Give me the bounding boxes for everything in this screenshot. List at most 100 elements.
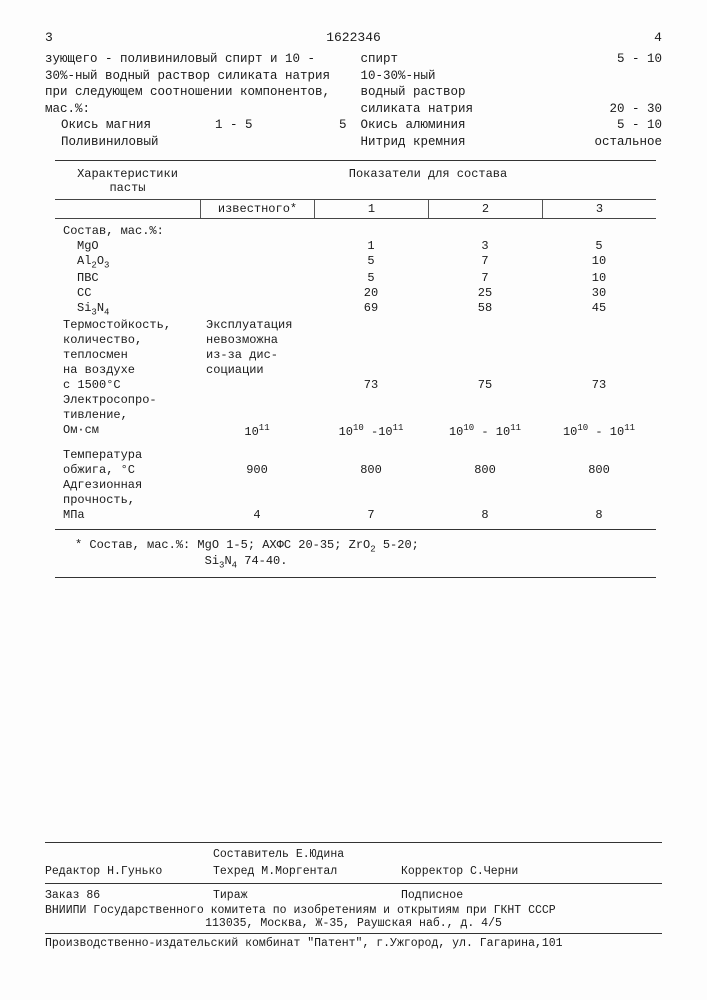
thermo-known-l4: социации xyxy=(200,363,319,377)
row-label: СС xyxy=(55,286,200,300)
table-row: на воздухе социации xyxy=(55,363,656,378)
cell: 900 xyxy=(200,463,314,477)
pct-line: 10-30%-ный xyxy=(361,68,663,85)
vniipi-line: ВНИИПИ Государственного комитета по изоб… xyxy=(45,904,662,917)
cell: 73 xyxy=(314,378,428,392)
solution-line: водный раствор xyxy=(361,84,663,101)
pva-label: Поливиниловый xyxy=(45,134,347,151)
er-l1: Электросопро- xyxy=(55,393,200,407)
thermo-l5: с 1500°С xyxy=(55,378,200,392)
alox-label: Окись алюминия xyxy=(361,117,466,134)
cell: 58 xyxy=(428,301,542,317)
tob-l2: обжига, °С xyxy=(55,463,200,477)
subscription: Подписное xyxy=(401,889,463,902)
adh-l1: Адгезионная xyxy=(55,478,200,492)
table-row: прочность, xyxy=(55,493,656,508)
table-row: Температура xyxy=(55,448,656,463)
hdr-indicators: Показатели для состава xyxy=(200,165,656,197)
subhdr-1: 1 xyxy=(314,200,428,218)
table-row: Электросопро- xyxy=(55,393,656,408)
cell: 7 xyxy=(314,508,428,522)
cell: 5 xyxy=(542,239,656,253)
subhdr-3: 3 xyxy=(542,200,656,218)
mgox-line: Окись магния 1 - 5 5 xyxy=(45,117,347,134)
cell xyxy=(200,301,314,317)
cell: 1 xyxy=(314,239,428,253)
extra-5: 5 xyxy=(317,117,347,134)
footer-row: Составитель Е.Юдина xyxy=(45,846,662,863)
subhdr-2: 2 xyxy=(428,200,542,218)
row-label: Состав, мас.%: xyxy=(55,224,200,238)
table-row: тивление, xyxy=(55,408,656,423)
sinitride-label: Нитрид кремния xyxy=(361,134,466,151)
cell: 4 xyxy=(200,508,314,522)
spirt-line: спирт 5 - 10 xyxy=(361,51,663,68)
colophon-footer: Составитель Е.Юдина Редактор Н.Гунько Те… xyxy=(45,839,662,950)
cell: 1010 -1011 xyxy=(314,423,428,439)
alox-line: Окись алюминия 5 - 10 xyxy=(361,117,663,134)
thermo-l4: на воздухе xyxy=(55,363,200,377)
table-footnote: * Состав, мас.%: MgO 1-5; АХФС 20-35; Zr… xyxy=(55,536,656,578)
cell xyxy=(200,254,314,270)
thermo-known-l1: Эксплуатация xyxy=(200,318,319,332)
cell xyxy=(200,239,314,253)
sinitride-val: остальное xyxy=(594,134,662,151)
cell: 3 xyxy=(428,239,542,253)
table-row: теплосмен из-за дис- xyxy=(55,348,656,363)
er-l3: Ом·см xyxy=(55,423,200,439)
row-label: ПВС xyxy=(55,271,200,285)
cell: 69 xyxy=(314,301,428,317)
table-row: СС 20 25 30 xyxy=(55,285,656,300)
table-row: обжига, °С 900 800 800 800 xyxy=(55,463,656,478)
tech-editor: Техред М.Моргентал xyxy=(213,865,383,878)
cell: 10 xyxy=(542,254,656,270)
silicate-label: силиката натрия xyxy=(361,101,474,118)
table-row: Si3N4 69 58 45 xyxy=(55,300,656,317)
cell xyxy=(200,286,314,300)
mgox-value: 1 - 5 xyxy=(215,117,253,134)
alox-val: 5 - 10 xyxy=(617,117,662,134)
table-row: ПВС 5 7 10 xyxy=(55,270,656,285)
cell: 8 xyxy=(428,508,542,522)
cell: 20 xyxy=(314,286,428,300)
cell: 73 xyxy=(542,378,656,392)
left-column: зующего - поливиниловый спирт и 10 - 30%… xyxy=(45,51,347,150)
thermo-known-l2: невозможна xyxy=(200,333,319,347)
cell: 800 xyxy=(428,463,542,477)
properties-table: Характеристики пасты Показатели для сост… xyxy=(55,160,656,530)
intro-columns: зующего - поливиниловый спирт и 10 - 30%… xyxy=(45,51,662,150)
cell: 5 xyxy=(314,271,428,285)
cell: 7 xyxy=(428,271,542,285)
left-paragraph: зующего - поливиниловый спирт и 10 - 30%… xyxy=(45,51,347,117)
cell: 30 xyxy=(542,286,656,300)
cell: 8 xyxy=(542,508,656,522)
cell: 1010 - 1011 xyxy=(428,423,542,439)
tob-l1: Температура xyxy=(55,448,200,462)
subhdr-pad xyxy=(55,200,200,218)
spirt-val: 5 - 10 xyxy=(617,51,662,68)
mgox-label: Окись магния xyxy=(45,117,151,134)
adh-l2: прочность, xyxy=(55,493,200,507)
table-row: MgO 1 3 5 xyxy=(55,238,656,253)
corrector: Корректор С.Черни xyxy=(401,865,518,878)
er-l2: тивление, xyxy=(55,408,200,422)
tirazh: Тираж xyxy=(213,889,383,902)
row-label: MgO xyxy=(55,239,200,253)
cell: 25 xyxy=(428,286,542,300)
table-row: с 1500°С 73 75 73 xyxy=(55,378,656,393)
cell: 1010 - 1011 xyxy=(542,423,656,439)
cell xyxy=(200,378,314,392)
page-num-right: 4 xyxy=(654,30,662,45)
table-row: Состав, мас.%: xyxy=(55,223,656,238)
table-body: Состав, мас.%: MgO 1 3 5 Al2O3 5 7 10 ПВ… xyxy=(55,219,656,523)
cell: 800 xyxy=(542,463,656,477)
cell: 10 xyxy=(542,271,656,285)
row-label: Si3N4 xyxy=(55,301,200,317)
page-header-numbers: 3 1622346 4 xyxy=(45,30,662,45)
footer-row: Заказ 86 Тираж Подписное xyxy=(45,887,662,904)
patent-number: 1622346 xyxy=(326,30,381,45)
patent-page: 3 1622346 4 зующего - поливиниловый спир… xyxy=(0,0,707,1000)
cell: 1011 xyxy=(200,423,314,439)
thermo-l3: теплосмен xyxy=(55,348,200,362)
cell: 5 xyxy=(314,254,428,270)
